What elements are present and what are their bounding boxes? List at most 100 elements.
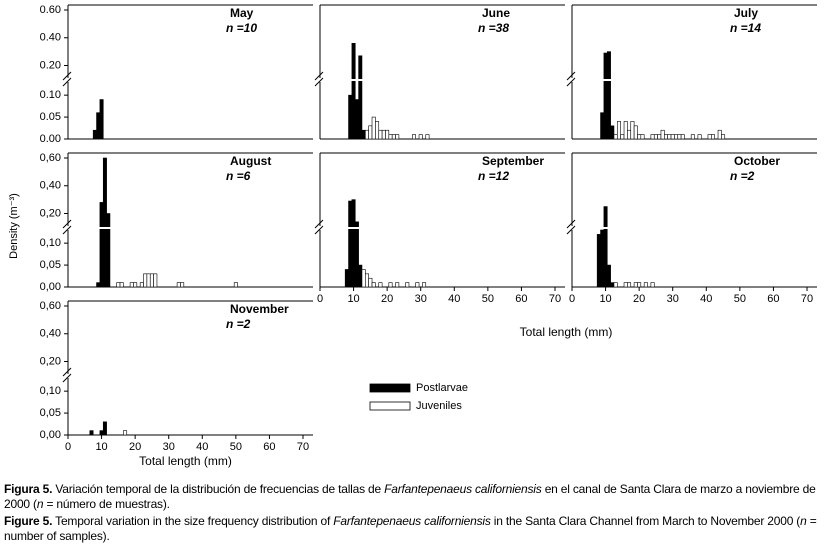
- caption-species: Farfantepenaeus californiensis: [333, 514, 491, 528]
- bar: [391, 134, 396, 140]
- axis-break: [314, 219, 324, 229]
- caption-species: Farfantepenaeus californiensis: [384, 482, 542, 496]
- bar: [650, 282, 655, 288]
- bar: [395, 134, 400, 140]
- bar-break: [350, 79, 357, 81]
- bar-break: [98, 227, 105, 229]
- caption: Figura 5. Variación temporal de la distr…: [4, 482, 822, 546]
- bar: [600, 229, 605, 288]
- bar: [637, 282, 642, 288]
- x-tick-label: 50: [482, 293, 494, 305]
- bar: [707, 134, 712, 140]
- bar: [633, 125, 638, 140]
- y-tick-label: 0.00: [40, 133, 61, 145]
- bar-break: [354, 227, 360, 229]
- x-tick-label: 10: [347, 293, 359, 305]
- y-tick-label: 0,05: [40, 259, 61, 271]
- bar: [660, 129, 665, 140]
- bar-break: [357, 79, 363, 81]
- bar: [603, 206, 608, 288]
- x-tick-label: 20: [381, 293, 393, 305]
- caption-en: Figure 5. Temporal variation in the size…: [4, 514, 822, 544]
- caption-text: = number of samples).: [4, 514, 817, 543]
- x-tick-label: 70: [297, 441, 309, 453]
- bar: [381, 129, 386, 140]
- y-tick-label: 0.05: [40, 111, 61, 123]
- x-tick-label: 0: [65, 441, 71, 453]
- x-tick-label: 60: [767, 293, 779, 305]
- bar: [106, 213, 111, 288]
- bar-break: [606, 79, 612, 81]
- bar: [149, 273, 154, 288]
- x-tick-label: 40: [700, 293, 712, 305]
- bar: [133, 282, 138, 288]
- panel-title: October: [734, 154, 780, 168]
- bar: [358, 264, 363, 288]
- bar: [119, 282, 124, 288]
- bar: [422, 282, 427, 288]
- bar: [96, 112, 101, 140]
- bar: [388, 282, 393, 288]
- axis-break: [62, 219, 72, 229]
- bar: [361, 269, 366, 288]
- bar: [657, 134, 662, 140]
- bar: [388, 134, 393, 140]
- x-tick-label: 30: [415, 293, 427, 305]
- bar: [385, 129, 390, 140]
- y-tick-label: 0,10: [40, 237, 61, 249]
- bar: [697, 134, 702, 140]
- bar: [617, 121, 621, 140]
- bar: [606, 264, 611, 288]
- y-tick-label: 0.20: [40, 59, 61, 71]
- bar: [620, 134, 625, 140]
- x-tick-label: 60: [263, 441, 275, 453]
- axis-break: [566, 225, 576, 235]
- x-tick-label: 10: [599, 293, 611, 305]
- bar: [378, 129, 383, 140]
- axis-break: [62, 77, 72, 87]
- panel-n: n =10: [226, 21, 257, 35]
- panel-title: May: [230, 6, 254, 20]
- caption-label: Figure 5.: [4, 514, 53, 528]
- bar-break: [105, 227, 111, 229]
- panel-title: September: [482, 154, 544, 168]
- bar: [351, 199, 356, 288]
- bar: [627, 129, 632, 140]
- panel-n: n =2: [730, 169, 755, 183]
- bar: [89, 430, 94, 436]
- bar: [623, 121, 628, 140]
- bar: [180, 282, 185, 288]
- bar: [368, 277, 373, 288]
- bar: [643, 282, 648, 288]
- bar: [99, 99, 104, 140]
- bar: [721, 134, 726, 140]
- x-tick-label: 20: [129, 441, 141, 453]
- panel-n: n =6: [226, 169, 251, 183]
- bar: [690, 134, 695, 140]
- x-tick-label: 70: [801, 293, 813, 305]
- bar: [630, 121, 635, 140]
- bar: [358, 55, 363, 140]
- legend-label: Juveniles: [416, 400, 462, 412]
- bar: [610, 125, 615, 140]
- bar: [378, 282, 383, 288]
- caption-text: Temporal variation in the size frequency…: [55, 514, 334, 528]
- bar: [418, 134, 423, 140]
- axis-break: [566, 77, 576, 87]
- y-tick-label: 0.40: [40, 32, 61, 44]
- y-tick-label: 0,10: [40, 385, 61, 397]
- y-tick-label: 0.10: [40, 89, 61, 101]
- bar: [395, 282, 400, 288]
- axis-break: [566, 219, 576, 229]
- bar: [606, 51, 611, 140]
- bar: [600, 112, 605, 140]
- bar: [677, 134, 682, 140]
- bar: [670, 134, 675, 140]
- bar: [613, 282, 618, 288]
- x-tick-label: 30: [667, 293, 679, 305]
- x-tick-label: 0: [569, 293, 575, 305]
- bar: [233, 282, 238, 288]
- bar: [354, 221, 359, 288]
- bar: [102, 421, 107, 436]
- panel-title: June: [482, 6, 510, 20]
